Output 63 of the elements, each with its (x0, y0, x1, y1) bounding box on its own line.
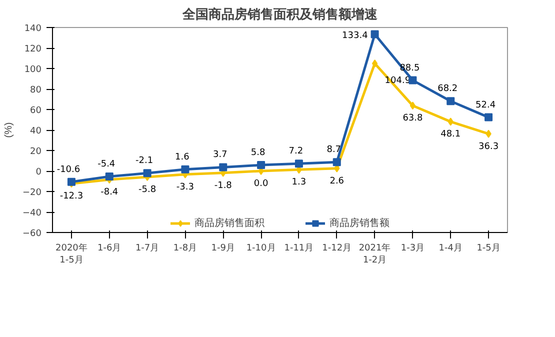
y-axis-title: (%) (4, 122, 15, 138)
data-label: -3.3 (176, 182, 194, 192)
y-tick-label: 100 (24, 65, 42, 75)
x-tick-label: 1-12月 (322, 244, 352, 254)
data-label: 63.8 (402, 114, 423, 124)
data-label: 1.6 (175, 152, 190, 162)
point (372, 59, 378, 68)
data-label: 1.3 (292, 178, 306, 188)
data-label: 3.7 (212, 150, 228, 160)
x-tick-label: 2020年 1-5月 (56, 242, 88, 266)
x-tick-label: 1-3月 (400, 244, 425, 254)
data-label: 7.2 (288, 146, 304, 157)
data-label: 48.1 (440, 130, 461, 140)
data-label: 68.2 (438, 84, 458, 94)
data-label: 2.6 (330, 176, 344, 186)
point (484, 113, 493, 122)
x-tick-label: 2021年 1-2月 (358, 242, 391, 266)
data-label: -2.1 (136, 156, 154, 166)
point (408, 76, 417, 84)
point (294, 160, 303, 168)
point (332, 158, 341, 166)
y-tick-label: −60 (22, 229, 42, 239)
x-tick-label: 1-8月 (173, 244, 198, 254)
x-tick-label: 1-6月 (98, 244, 122, 254)
point (486, 130, 492, 138)
data-label: -8.4 (100, 188, 118, 198)
chart-title: 全国商品房销售面积及销售额增速 (182, 6, 378, 22)
x-tick-label: 1-7月 (135, 244, 160, 254)
legend-label: 商品房销售额 (330, 216, 390, 230)
y-tick-label: −40 (22, 208, 42, 218)
data-label: 5.8 (250, 148, 266, 158)
point (446, 97, 455, 106)
x-tick-label: 1-9月 (211, 244, 235, 254)
y-tick-label: 20 (30, 147, 42, 157)
point (105, 172, 114, 181)
x-tick-label: 1-5月 (476, 244, 500, 254)
x-tick-label: 1-11月 (284, 244, 314, 254)
y-tick-label: 80 (30, 86, 42, 96)
y-tick-label: 120 (24, 44, 42, 54)
data-label: 36.3 (478, 142, 499, 152)
x-tick-label: 1-10月 (246, 244, 276, 254)
x-tick-label: 1-4月 (438, 244, 462, 254)
data-label: 133.4 (342, 30, 368, 41)
y-tick-label: −20 (22, 188, 42, 198)
data-label: -10.6 (56, 164, 80, 175)
data-label: 52.4 (476, 100, 496, 110)
y-tick-label: 140 (24, 24, 42, 34)
point (448, 118, 454, 126)
point (143, 169, 152, 178)
point (410, 102, 416, 110)
y-tick-label: 60 (30, 106, 42, 116)
data-label: -5.4 (98, 160, 116, 170)
point (181, 165, 190, 174)
data-label: 0.0 (254, 179, 268, 189)
y-tick-label: 0 (36, 168, 42, 178)
data-label: -12.3 (60, 192, 84, 202)
legend-label: 商品房销售面积 (194, 216, 264, 230)
data-label: -1.8 (214, 180, 232, 191)
point (370, 30, 379, 38)
y-tick-label: 40 (30, 126, 42, 136)
point (219, 163, 228, 172)
data-label: -5.8 (138, 184, 156, 195)
point (257, 161, 266, 170)
